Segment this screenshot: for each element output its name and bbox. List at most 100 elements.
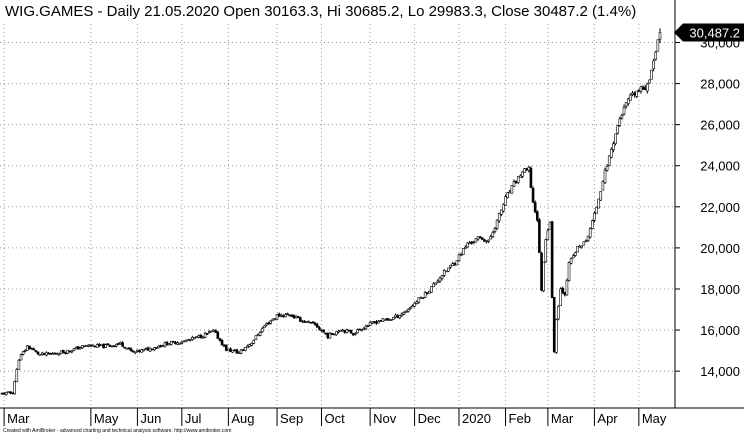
gridlines	[0, 24, 675, 408]
candle-body-down	[529, 167, 533, 188]
candle-body-up	[489, 236, 493, 240]
candle-body-up	[593, 212, 596, 221]
candle-body-up	[419, 297, 423, 300]
candle	[313, 321, 317, 326]
candle-body-down	[563, 292, 567, 296]
candle	[529, 166, 533, 189]
candle-body-up	[364, 325, 368, 330]
candle-body-down	[127, 347, 131, 350]
candle	[629, 93, 632, 101]
candle	[493, 227, 497, 234]
chart-title: WIG.GAMES - Daily 21.05.2020 Open 30163.…	[5, 3, 636, 20]
candle-body-up	[624, 102, 628, 107]
candle-body-down	[11, 392, 14, 395]
candle-body-down	[366, 325, 370, 327]
candle	[502, 203, 505, 213]
candle	[542, 261, 545, 293]
candle	[417, 297, 421, 304]
candle-body-up	[15, 369, 19, 383]
candle-body-up	[19, 354, 23, 361]
candle-body-up	[527, 167, 531, 171]
candle	[455, 260, 459, 266]
candle-body-up	[208, 331, 211, 333]
candle-body-up	[74, 347, 78, 350]
candle-body-up	[417, 297, 421, 303]
candle-body-up	[70, 350, 74, 353]
candle	[106, 343, 110, 346]
candle	[72, 348, 76, 352]
candle-body-up	[497, 213, 501, 222]
candle	[432, 282, 435, 288]
candle-body-down	[396, 315, 399, 318]
candle	[540, 251, 543, 292]
candle-body-down	[313, 322, 317, 325]
candle-body-up	[356, 329, 359, 334]
candle-body-down	[146, 347, 150, 351]
candle-body-down	[478, 236, 482, 239]
candle	[203, 331, 207, 339]
candle-body-down	[220, 339, 224, 346]
candle-body-up	[607, 155, 611, 166]
candle-body-up	[519, 175, 522, 179]
candle-body-down	[533, 202, 537, 213]
chart-footer: Created with AmiBroker - advanced charti…	[3, 428, 231, 434]
candle	[620, 113, 624, 120]
x-tick-label: May	[642, 411, 667, 426]
candle-body-up	[17, 359, 21, 370]
candle-body-down	[34, 350, 38, 352]
candle-body-up	[622, 106, 626, 115]
candle-body-down	[643, 87, 647, 91]
candle	[512, 179, 516, 187]
candle	[538, 218, 541, 253]
candle-body-up	[250, 343, 253, 346]
candle-body-up	[273, 318, 277, 320]
candle-body-down	[28, 345, 31, 350]
candle	[379, 320, 383, 322]
candle-body-up	[368, 322, 372, 326]
candle	[497, 212, 501, 223]
candle-body-up	[191, 336, 194, 340]
candle-body-up	[7, 391, 10, 394]
candle	[413, 302, 416, 308]
candle-body-up	[402, 312, 406, 315]
candle-body-down	[205, 333, 209, 335]
candle	[169, 340, 173, 346]
candle	[131, 350, 135, 353]
candle-body-up	[78, 347, 82, 350]
candle-body-up	[544, 239, 548, 263]
candle-body-down	[218, 338, 222, 341]
candle	[599, 191, 603, 201]
candle-body-down	[535, 211, 539, 221]
candle-body-up	[646, 83, 649, 92]
candle	[593, 211, 596, 223]
candle-body-up	[201, 336, 205, 339]
candle-body-down	[550, 221, 554, 299]
candle	[398, 314, 402, 320]
candle-body-up	[658, 32, 662, 40]
candle-body-up	[186, 339, 190, 342]
candle-body-up	[354, 332, 357, 335]
candle-body-down	[216, 331, 220, 339]
candle-body-up	[411, 305, 414, 308]
candle-body-up	[476, 236, 480, 240]
candle	[364, 324, 368, 331]
candle-body-down	[286, 313, 289, 316]
candle	[385, 317, 389, 322]
candle-body-down	[112, 345, 116, 348]
candle	[569, 257, 573, 265]
candle-body-up	[265, 323, 268, 326]
candle-body-down	[98, 344, 101, 347]
candle-body-up	[459, 254, 463, 256]
candle-body-up	[635, 90, 639, 97]
candle	[21, 350, 25, 356]
candle	[326, 332, 330, 340]
candle	[11, 392, 14, 395]
candle-body-down	[102, 343, 105, 349]
candle-body-up	[597, 198, 600, 209]
candle	[7, 391, 10, 394]
candle-body-up	[576, 246, 579, 253]
candle	[474, 238, 478, 243]
candle	[440, 275, 444, 281]
